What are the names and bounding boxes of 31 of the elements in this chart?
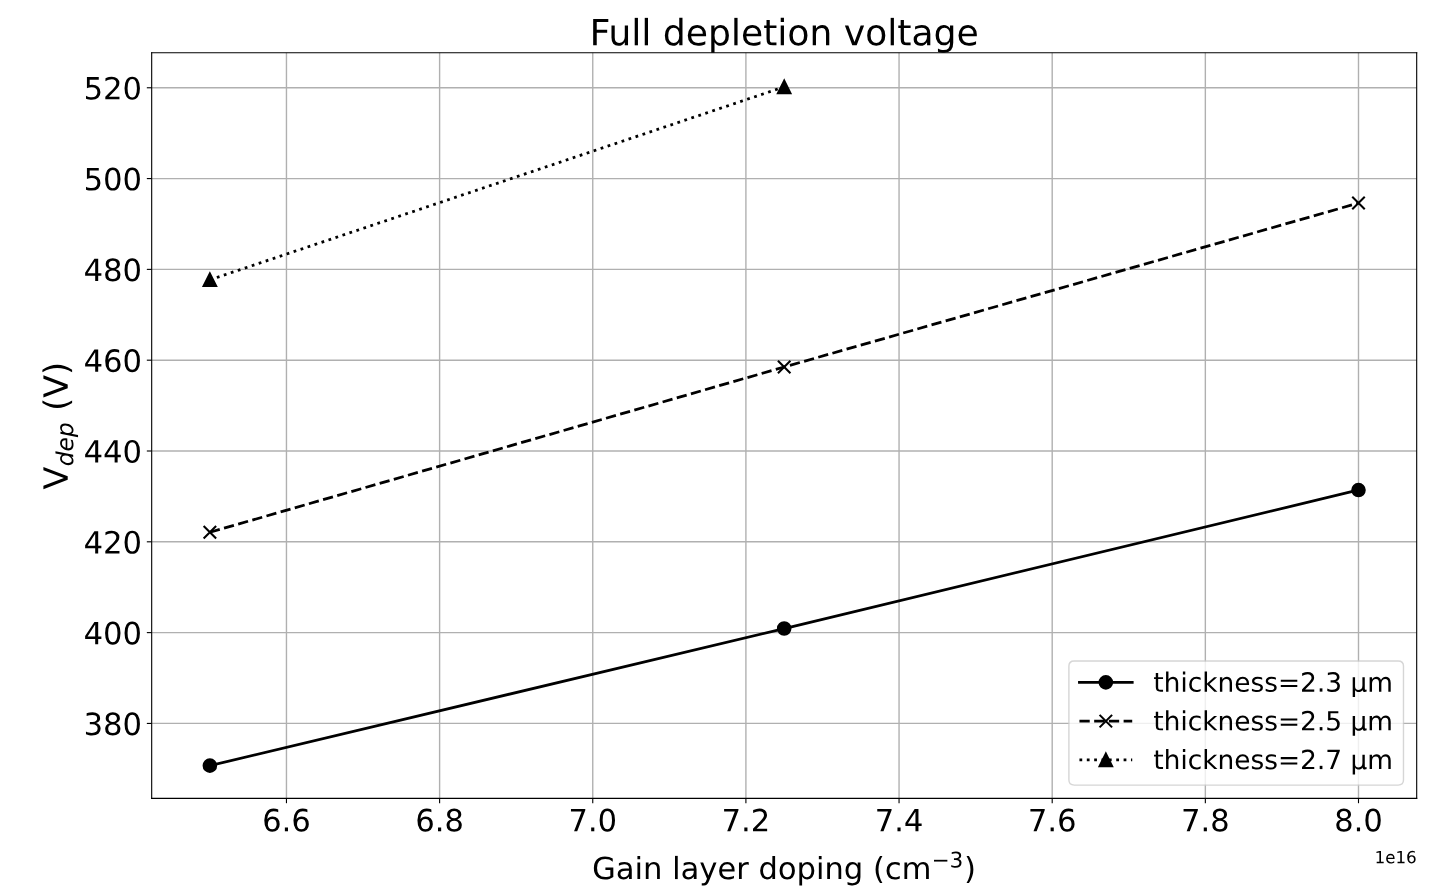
point [776,621,792,636]
text: 1e16 [1376,850,1416,864]
point [202,758,218,773]
x-tick-label: 7.6 [1030,808,1075,832]
legend-label: thickness=2.7 μm [1154,749,1391,775]
point [202,524,218,540]
x-tick-label: 7.2 [724,808,768,832]
x-tick-label: 7.0 [570,808,616,832]
y-tick-label: 500 [86,167,140,191]
y-tick-label: 420 [85,530,140,554]
x-tick-label: 6.8 [417,808,462,832]
point [1351,482,1366,498]
x-tick-label: 7.4 [877,809,922,832]
point [776,359,792,375]
y-tick-label: 440 [85,439,140,464]
point [1351,195,1366,211]
point [202,272,218,288]
y-tick-label: 520 [86,76,140,100]
y-axis-title: V$_{dep}$ (V) [42,364,79,490]
y-tick-label: 380 [85,712,140,736]
point [776,79,792,95]
x-tick-label: 7.8 [1183,808,1228,832]
x-tick-label: 8.0 [1336,808,1381,832]
x-axis-title: Gain layer doping (cm$^{−3}$) [593,851,974,886]
legend-label: thickness=2.3 μm [1154,671,1391,698]
y-tick-label: 460 [85,349,140,373]
y-tick-label: 400 [85,621,140,645]
chart-title: Full depletion voltage [593,17,977,53]
y-tick-label: 480 [85,258,140,282]
x-tick-label: 6.6 [264,808,309,832]
legend-label: thickness=2.5 μm [1154,710,1391,736]
